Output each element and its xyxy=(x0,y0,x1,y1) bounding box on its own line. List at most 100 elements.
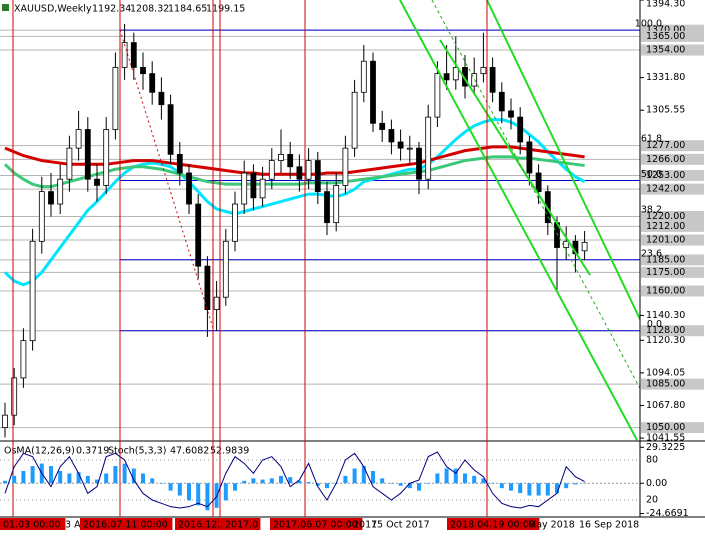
fibo-label: 38.2 xyxy=(641,204,662,215)
fibo-label: 61.8 xyxy=(641,133,662,144)
last-close: 1199.15 xyxy=(206,4,245,15)
osma-bar xyxy=(131,468,136,484)
candle-body xyxy=(149,73,156,93)
osma-bar xyxy=(3,480,7,484)
osma-bar xyxy=(389,483,394,484)
osma-bar xyxy=(536,483,541,496)
candle-body xyxy=(48,191,54,205)
level-label-box xyxy=(641,220,704,232)
osma-bar xyxy=(251,478,256,484)
x-tick-label: 16 Sep 2018 xyxy=(579,520,639,531)
candle-body xyxy=(388,129,395,143)
level-label: 1370.00 xyxy=(646,25,685,36)
candle-body xyxy=(130,42,137,68)
osma-bar xyxy=(297,480,302,484)
candle-body xyxy=(29,240,36,342)
date-label-box xyxy=(270,518,363,530)
osma-bar xyxy=(555,483,559,494)
level-label: 1185.00 xyxy=(646,254,685,265)
level-label: 1175.00 xyxy=(646,267,685,278)
candle-body xyxy=(241,172,248,205)
candle-body xyxy=(397,141,404,149)
candle-body xyxy=(94,178,100,186)
y-tick-label: 1394.30 xyxy=(646,0,685,10)
candle-body xyxy=(416,147,422,180)
x-tick-label: 2017.0 xyxy=(225,520,258,531)
moving-average xyxy=(3,155,585,189)
osma-bar xyxy=(233,483,237,491)
osma-last: 0.3719 xyxy=(76,446,109,457)
candle-body xyxy=(498,91,505,112)
stoch-signal-last: 52.9839 xyxy=(210,446,249,457)
stoch-name: Stoch(5,3,3) xyxy=(108,446,166,457)
candle-body xyxy=(443,73,450,81)
x-tick-label: 2017 xyxy=(353,520,377,531)
osma-bar xyxy=(12,475,17,484)
osma-bar xyxy=(518,483,523,494)
candle-body xyxy=(406,147,413,150)
stoch-last: 47.6082 xyxy=(170,446,209,457)
plot-area xyxy=(0,23,640,438)
candle-body xyxy=(213,296,220,311)
x-tick-label: 2017.06.07 00:00 xyxy=(273,520,358,531)
level-label-box xyxy=(641,44,704,56)
osma-bar xyxy=(150,478,155,484)
osma-bar xyxy=(205,483,210,511)
level-label: 1085.00 xyxy=(646,379,685,390)
date-label-box xyxy=(447,518,540,530)
y-tick-label: 1120.30 xyxy=(646,335,685,346)
candle-body xyxy=(342,147,349,186)
level-label: 1266.00 xyxy=(646,154,685,165)
candle-body xyxy=(57,178,64,205)
candle-body xyxy=(112,67,119,130)
candle-body xyxy=(11,377,18,416)
candle-body xyxy=(250,172,257,199)
y-tick-label: 1067.80 xyxy=(646,400,685,411)
osma-bar xyxy=(380,478,385,484)
candle-body xyxy=(103,129,110,186)
candle-body xyxy=(314,160,321,193)
osma-bar xyxy=(545,483,550,496)
candle-body xyxy=(121,42,128,68)
candle-body xyxy=(186,172,192,205)
moving-average xyxy=(4,145,585,176)
osma-bar xyxy=(288,477,293,484)
osma-bar xyxy=(260,479,265,484)
date-label-box xyxy=(222,518,261,530)
symbol-icon xyxy=(2,4,9,11)
candle-body xyxy=(379,122,386,130)
candle-body xyxy=(287,153,294,168)
date-label-box xyxy=(80,518,173,530)
level-label-box xyxy=(641,234,704,246)
osma-bar xyxy=(325,483,329,489)
moving-average xyxy=(3,118,586,287)
level-label-box xyxy=(641,266,704,278)
x-tick-label: May 2018 xyxy=(528,520,575,531)
osma-bar xyxy=(49,466,53,484)
osma-bar xyxy=(85,475,90,484)
level-label: 1050.00 xyxy=(646,422,685,433)
osma-bar xyxy=(352,468,357,484)
osma-bar xyxy=(573,483,578,485)
candle-body xyxy=(480,67,487,75)
x-tick-label: 2016.12.2 xyxy=(178,520,226,531)
level-label: 1242.00 xyxy=(646,184,685,195)
osma-bar xyxy=(141,473,145,484)
x-tick-label: 3 A xyxy=(65,520,81,531)
candle-body xyxy=(259,178,266,199)
level-label: 1128.00 xyxy=(646,325,685,336)
level-label: 1253.00 xyxy=(646,170,685,181)
y-tick-label: 1305.55 xyxy=(646,105,685,116)
candle-body xyxy=(20,340,27,379)
osma-bar xyxy=(435,473,440,484)
osma-bar xyxy=(499,483,504,489)
osma-bar xyxy=(315,483,320,486)
candle-body xyxy=(140,67,146,75)
candle-body xyxy=(204,265,211,311)
osma-bar xyxy=(444,468,449,484)
y-tick-label: 1094.05 xyxy=(646,367,685,378)
candle-body xyxy=(222,240,229,298)
level-label-box xyxy=(641,378,704,390)
level-label-box xyxy=(641,254,704,266)
